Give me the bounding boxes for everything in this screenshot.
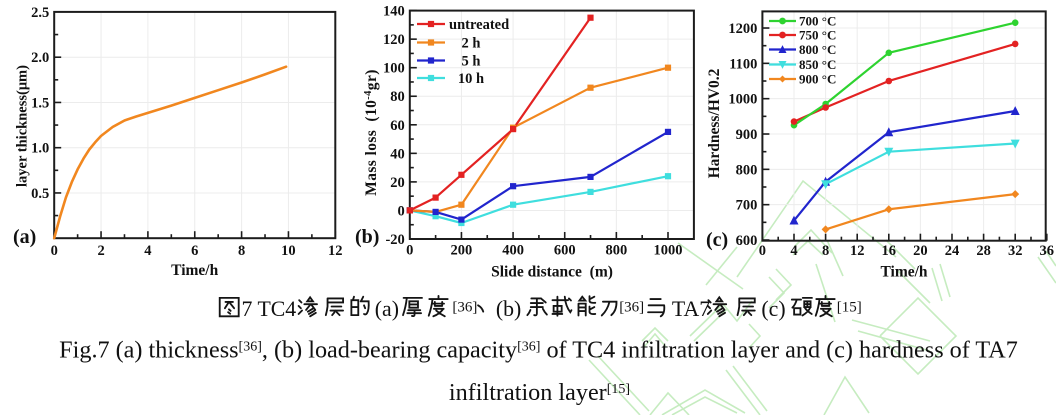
svg-text:0: 0 [51, 243, 58, 259]
svg-text:Time/h: Time/h [171, 262, 218, 279]
svg-text:Mass loss (10-4gr): Mass loss (10-4gr) [363, 69, 380, 196]
svg-text:16: 16 [882, 243, 897, 259]
svg-text:1200: 1200 [728, 21, 757, 37]
svg-text:20: 20 [390, 175, 405, 191]
svg-text:4: 4 [144, 243, 151, 259]
svg-text:80: 80 [390, 89, 405, 105]
svg-text:infiltration layer[15]: infiltration layer[15] [449, 379, 630, 406]
svg-text:0: 0 [759, 243, 766, 259]
svg-text:[36]: [36] [452, 300, 477, 316]
svg-text:800 °C: 800 °C [799, 42, 836, 57]
svg-text:40: 40 [390, 146, 405, 162]
svg-text:1000: 1000 [654, 243, 683, 259]
svg-text:10 h: 10 h [458, 71, 484, 87]
svg-text:1000: 1000 [728, 92, 757, 108]
svg-text:5 h: 5 h [462, 54, 481, 70]
svg-text:4: 4 [790, 243, 797, 259]
svg-text:[15]: [15] [837, 300, 862, 316]
svg-text:8: 8 [822, 243, 829, 259]
svg-text:2 h: 2 h [462, 36, 481, 52]
svg-text:Time/h: Time/h [880, 264, 927, 281]
svg-text:20: 20 [913, 243, 928, 259]
svg-text:Slide distance (m): Slide distance (m) [491, 264, 613, 281]
svg-text:60: 60 [390, 118, 405, 134]
svg-text:700 °C: 700 °C [799, 14, 836, 29]
svg-text:12: 12 [328, 243, 343, 259]
svg-text:Fig.7 (a) thickness[36], (b) l: Fig.7 (a) thickness[36], (b) load-bearin… [59, 337, 1018, 364]
svg-text:400: 400 [502, 243, 524, 259]
svg-text:0: 0 [398, 203, 405, 219]
svg-text:6: 6 [191, 243, 198, 259]
svg-text:Hardness/HV0.2: Hardness/HV0.2 [706, 68, 723, 178]
svg-text:24: 24 [945, 243, 960, 259]
svg-text:700: 700 [736, 198, 758, 214]
svg-text:TA7: TA7 [672, 297, 710, 321]
svg-text:200: 200 [451, 243, 473, 259]
svg-text:36: 36 [1040, 243, 1055, 259]
svg-text:900 °C: 900 °C [799, 72, 836, 87]
svg-text:2.5: 2.5 [31, 5, 49, 21]
svg-text:750 °C: 750 °C [799, 28, 836, 43]
svg-text:(c): (c) [761, 297, 785, 321]
svg-text:(b): (b) [496, 297, 521, 321]
svg-text:32: 32 [1008, 243, 1023, 259]
svg-text:2.0: 2.0 [31, 50, 49, 66]
svg-text:12: 12 [850, 243, 865, 259]
svg-text:1.5: 1.5 [31, 95, 49, 111]
svg-text:800: 800 [736, 162, 758, 178]
svg-text:120: 120 [383, 32, 405, 48]
svg-text:140: 140 [383, 4, 405, 20]
svg-text:(a): (a) [13, 226, 36, 248]
svg-text:(c): (c) [706, 229, 728, 251]
svg-text:(b): (b) [355, 226, 379, 248]
svg-text:layer thickness(μm): layer thickness(μm) [15, 65, 31, 187]
svg-text:28: 28 [976, 243, 991, 259]
svg-text:10: 10 [281, 243, 296, 259]
svg-text:1.0: 1.0 [31, 141, 49, 157]
svg-text:8: 8 [238, 243, 245, 259]
svg-text:2: 2 [97, 243, 104, 259]
svg-text:850 °C: 850 °C [799, 57, 836, 72]
svg-text:untreated: untreated [449, 17, 509, 33]
svg-text:0: 0 [406, 243, 413, 259]
svg-text:900: 900 [736, 127, 758, 143]
svg-text:800: 800 [606, 243, 628, 259]
svg-text:7 TC4: 7 TC4 [242, 297, 297, 321]
svg-text:-20: -20 [385, 232, 404, 248]
svg-text:600: 600 [736, 233, 758, 249]
svg-text:0.5: 0.5 [31, 186, 49, 202]
svg-text:(a): (a) [375, 297, 399, 321]
svg-text:[36]: [36] [619, 300, 644, 316]
svg-text:1100: 1100 [729, 56, 757, 72]
svg-text:100: 100 [383, 61, 405, 77]
svg-text:600: 600 [554, 243, 576, 259]
